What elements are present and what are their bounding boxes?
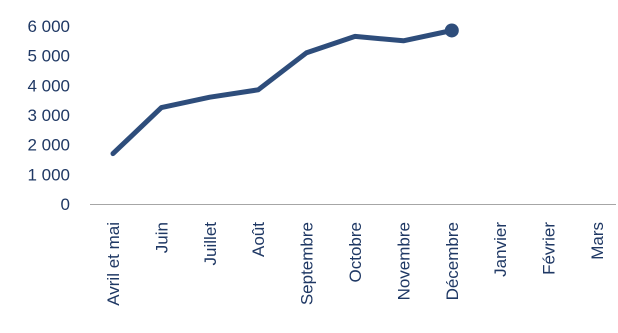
y-tick-label: 2 000 bbox=[27, 136, 70, 155]
y-axis-ticks: 0 1 000 2 000 3 000 4 000 5 000 6 000 bbox=[27, 17, 70, 214]
y-tick-label: 4 000 bbox=[27, 76, 70, 95]
y-tick-label: 5 000 bbox=[27, 47, 70, 66]
x-tick-label: Mars bbox=[588, 222, 607, 260]
data-point-marker bbox=[444, 23, 459, 38]
x-tick-label: Avril et mai bbox=[104, 222, 123, 306]
x-tick-label: Août bbox=[249, 222, 268, 257]
x-axis-ticks: Avril et mai Juin Juillet Août Septembre Octo… bbox=[104, 222, 607, 306]
x-tick-label: Octobre bbox=[346, 222, 365, 282]
x-tick-label: Juin bbox=[152, 222, 171, 253]
x-tick-label: Juillet bbox=[201, 222, 220, 266]
x-tick-label: Septembre bbox=[298, 222, 317, 305]
y-tick-label: 3 000 bbox=[27, 106, 70, 125]
x-tick-label: Janvier bbox=[491, 222, 510, 277]
series-points bbox=[444, 23, 459, 38]
y-tick-label: 6 000 bbox=[27, 17, 70, 36]
y-tick-label: 1 000 bbox=[27, 165, 70, 184]
y-tick-label: 0 bbox=[61, 195, 70, 214]
x-tick-label: Février bbox=[540, 222, 559, 275]
x-tick-label: Novembre bbox=[394, 222, 413, 300]
series-line bbox=[110, 28, 455, 157]
x-tick-label: Décembre bbox=[443, 222, 462, 300]
